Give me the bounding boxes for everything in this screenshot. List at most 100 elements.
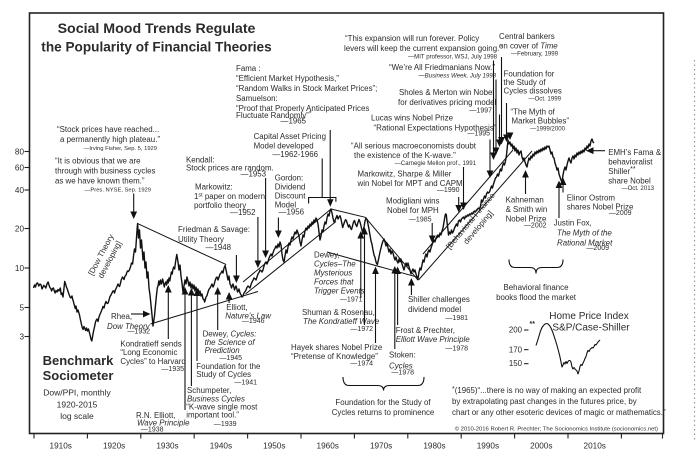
- svg-text:—1945: —1945: [219, 355, 242, 362]
- svg-text:Discount: Discount: [275, 192, 307, 201]
- svg-text:Elinor Ostrom: Elinor Ostrom: [567, 194, 616, 203]
- svg-text:Elliott,: Elliott,: [226, 303, 248, 312]
- svg-text:170: 170: [509, 345, 523, 354]
- svg-text:Dewey, Cycles:: Dewey, Cycles:: [203, 330, 257, 339]
- svg-text:—1985: —1985: [409, 217, 432, 224]
- svg-text:dividend model: dividend model: [408, 305, 461, 314]
- svg-text:& Smith win: & Smith win: [506, 205, 548, 214]
- svg-text:the Science of: the Science of: [205, 338, 256, 347]
- svg-text:—1978: —1978: [445, 346, 468, 353]
- svg-text:Sociometer: Sociometer: [43, 368, 114, 383]
- svg-text:—1948: —1948: [206, 243, 232, 252]
- svg-text:Dow Theory: Dow Theory: [107, 322, 151, 331]
- svg-text:the Study of: the Study of: [504, 78, 547, 87]
- svg-text:Cycles–The: Cycles–The: [314, 260, 356, 269]
- svg-text:—2002: —2002: [524, 223, 547, 230]
- svg-text:shares Nobel Prize: shares Nobel Prize: [567, 203, 634, 212]
- svg-text:Gordon:: Gordon:: [275, 174, 304, 183]
- svg-text:1990s: 1990s: [477, 442, 499, 451]
- svg-text:Shiller challenges: Shiller challenges: [408, 295, 470, 304]
- svg-text:1920-2015: 1920-2015: [57, 400, 98, 410]
- svg-text:“Long Economic: “Long Economic: [120, 348, 177, 357]
- svg-text:1910s: 1910s: [50, 442, 72, 451]
- svg-text:1930s: 1930s: [156, 442, 178, 451]
- svg-text:“It is obvious that we are: “It is obvious that we are: [55, 157, 141, 166]
- svg-text:through with business cycles: through with business cycles: [55, 167, 155, 176]
- svg-text:—1941: —1941: [234, 380, 257, 387]
- svg-text:—1997: —1997: [469, 108, 492, 115]
- svg-text:1920s: 1920s: [103, 442, 125, 451]
- svg-text:win Nobel for MPT and CAPM: win Nobel for MPT and CAPM: [357, 179, 463, 188]
- svg-text:Schumpeter,: Schumpeter,: [187, 386, 231, 395]
- svg-text:—1962-1966: —1962-1966: [272, 150, 318, 159]
- svg-text:80: 80: [15, 147, 25, 156]
- svg-text:Utility Theory: Utility Theory: [178, 235, 224, 244]
- svg-text:the Popularity of Financial Th: the Popularity of Financial Theories: [41, 40, 271, 55]
- svg-text:Benchmark: Benchmark: [43, 353, 115, 368]
- svg-text:Cycles: Cycles: [389, 362, 413, 371]
- svg-text:“Pretense of Knowledge”: “Pretense of Knowledge”: [291, 352, 378, 361]
- svg-text:levers will keep the current e: levers will keep the current expansion g…: [344, 44, 502, 53]
- svg-text:as we have known them.”: as we have known them.”: [55, 177, 145, 186]
- svg-text:chart or any other esoteric de: chart or any other esoteric devices of m…: [452, 408, 666, 417]
- svg-text:1940s: 1940s: [210, 442, 232, 451]
- svg-text:The Myth of the: The Myth of the: [557, 229, 612, 238]
- svg-text:—2009: —2009: [586, 245, 609, 252]
- svg-text:Cycles dissolves: Cycles dissolves: [504, 87, 562, 96]
- svg-text:40: 40: [15, 186, 25, 195]
- svg-text:—Business Week, July 1998: —Business Week, July 1998: [418, 73, 497, 80]
- svg-text:Stoken:: Stoken:: [389, 351, 416, 360]
- svg-text:Nature's Law: Nature's Law: [225, 312, 272, 321]
- svg-text:2010s: 2010s: [584, 442, 606, 451]
- svg-text:Cycles returns to prominence: Cycles returns to prominence: [332, 408, 435, 417]
- svg-text:Lucas wins Nobel Prize: Lucas wins Nobel Prize: [371, 114, 454, 123]
- svg-text:—1953: —1953: [241, 170, 267, 179]
- svg-text:—February, 1999: —February, 1999: [511, 51, 559, 58]
- svg-text:—1999/2000: —1999/2000: [530, 126, 566, 133]
- svg-text:—1995: —1995: [467, 131, 490, 138]
- svg-text:for derivatives pricing model: for derivatives pricing model: [398, 98, 496, 107]
- svg-text:“Rational Expectations Hypothe: “Rational Expectations Hypothesis”: [374, 124, 497, 133]
- svg-text:Nobel Prize: Nobel Prize: [506, 215, 547, 224]
- svg-text:Cycles” to Harvard: Cycles” to Harvard: [120, 357, 185, 366]
- svg-text:—2009: —2009: [609, 210, 632, 217]
- svg-text:Kahneman: Kahneman: [506, 196, 544, 205]
- svg-text:Model developed: Model developed: [254, 142, 314, 151]
- svg-text:share Nobel: share Nobel: [608, 177, 651, 186]
- svg-text:10: 10: [15, 264, 25, 273]
- svg-text:Dewey,: Dewey,: [314, 251, 340, 260]
- svg-text:—1939: —1939: [214, 421, 237, 428]
- svg-text:1980s: 1980s: [423, 442, 445, 451]
- svg-text:Dow/PPI, monthly: Dow/PPI, monthly: [43, 388, 111, 398]
- svg-text:log scale: log scale: [60, 411, 94, 421]
- svg-text:Stock prices are random.: Stock prices are random.: [186, 164, 274, 173]
- svg-text:“Random Walks in Stock Market: “Random Walks in Stock Market Prices”;: [236, 84, 377, 93]
- svg-text:—1971: —1971: [340, 297, 363, 304]
- svg-text:2000s: 2000s: [530, 442, 552, 451]
- svg-text:Kondratieff sends: Kondratieff sends: [120, 340, 181, 349]
- svg-text:—Pres. NYSE, Sep. 1929: —Pres. NYSE, Sep. 1929: [85, 188, 151, 194]
- svg-text:—1965: —1965: [281, 117, 307, 126]
- svg-text:Shuman & Rosenau,: Shuman & Rosenau,: [302, 308, 375, 317]
- svg-text:R.N. Elliott,: R.N. Elliott,: [136, 411, 175, 420]
- svg-text:“We’re All Friedmanians Now.”: “We’re All Friedmanians Now.”: [389, 63, 495, 72]
- svg-text:Friedman & Savage:: Friedman & Savage:: [178, 225, 250, 234]
- svg-text:“All serious macroeconomists d: “All serious macroeconomists doubt: [351, 142, 477, 151]
- svg-text:Kendall:: Kendall:: [186, 156, 215, 165]
- svg-text:Rational Market: Rational Market: [557, 239, 613, 248]
- svg-text:—1990: —1990: [437, 187, 460, 194]
- svg-text:**: **: [530, 321, 536, 328]
- svg-text:—Irving Fisher, Sep. 5, 1929: —Irving Fisher, Sep. 5, 1929: [84, 146, 157, 152]
- svg-text:20: 20: [15, 224, 25, 233]
- svg-text:Business Cycles: Business Cycles: [187, 395, 245, 404]
- svg-text:portfolio theory: portfolio theory: [194, 201, 246, 210]
- svg-text:Markowitz:: Markowitz:: [195, 183, 233, 192]
- svg-text:important tool.”: important tool.”: [186, 411, 239, 420]
- svg-text:—1978: —1978: [391, 370, 414, 377]
- svg-text:Foundation for the Study of: Foundation for the Study of: [335, 398, 431, 407]
- svg-text:Study of Cycles: Study of Cycles: [196, 370, 251, 379]
- svg-text:Rhea,: Rhea,: [111, 312, 132, 321]
- svg-text:—Oct. 1999: —Oct. 1999: [528, 96, 561, 103]
- svg-text:Model: Model: [275, 201, 297, 210]
- svg-text:Market Bubbles”: Market Bubbles”: [512, 117, 570, 126]
